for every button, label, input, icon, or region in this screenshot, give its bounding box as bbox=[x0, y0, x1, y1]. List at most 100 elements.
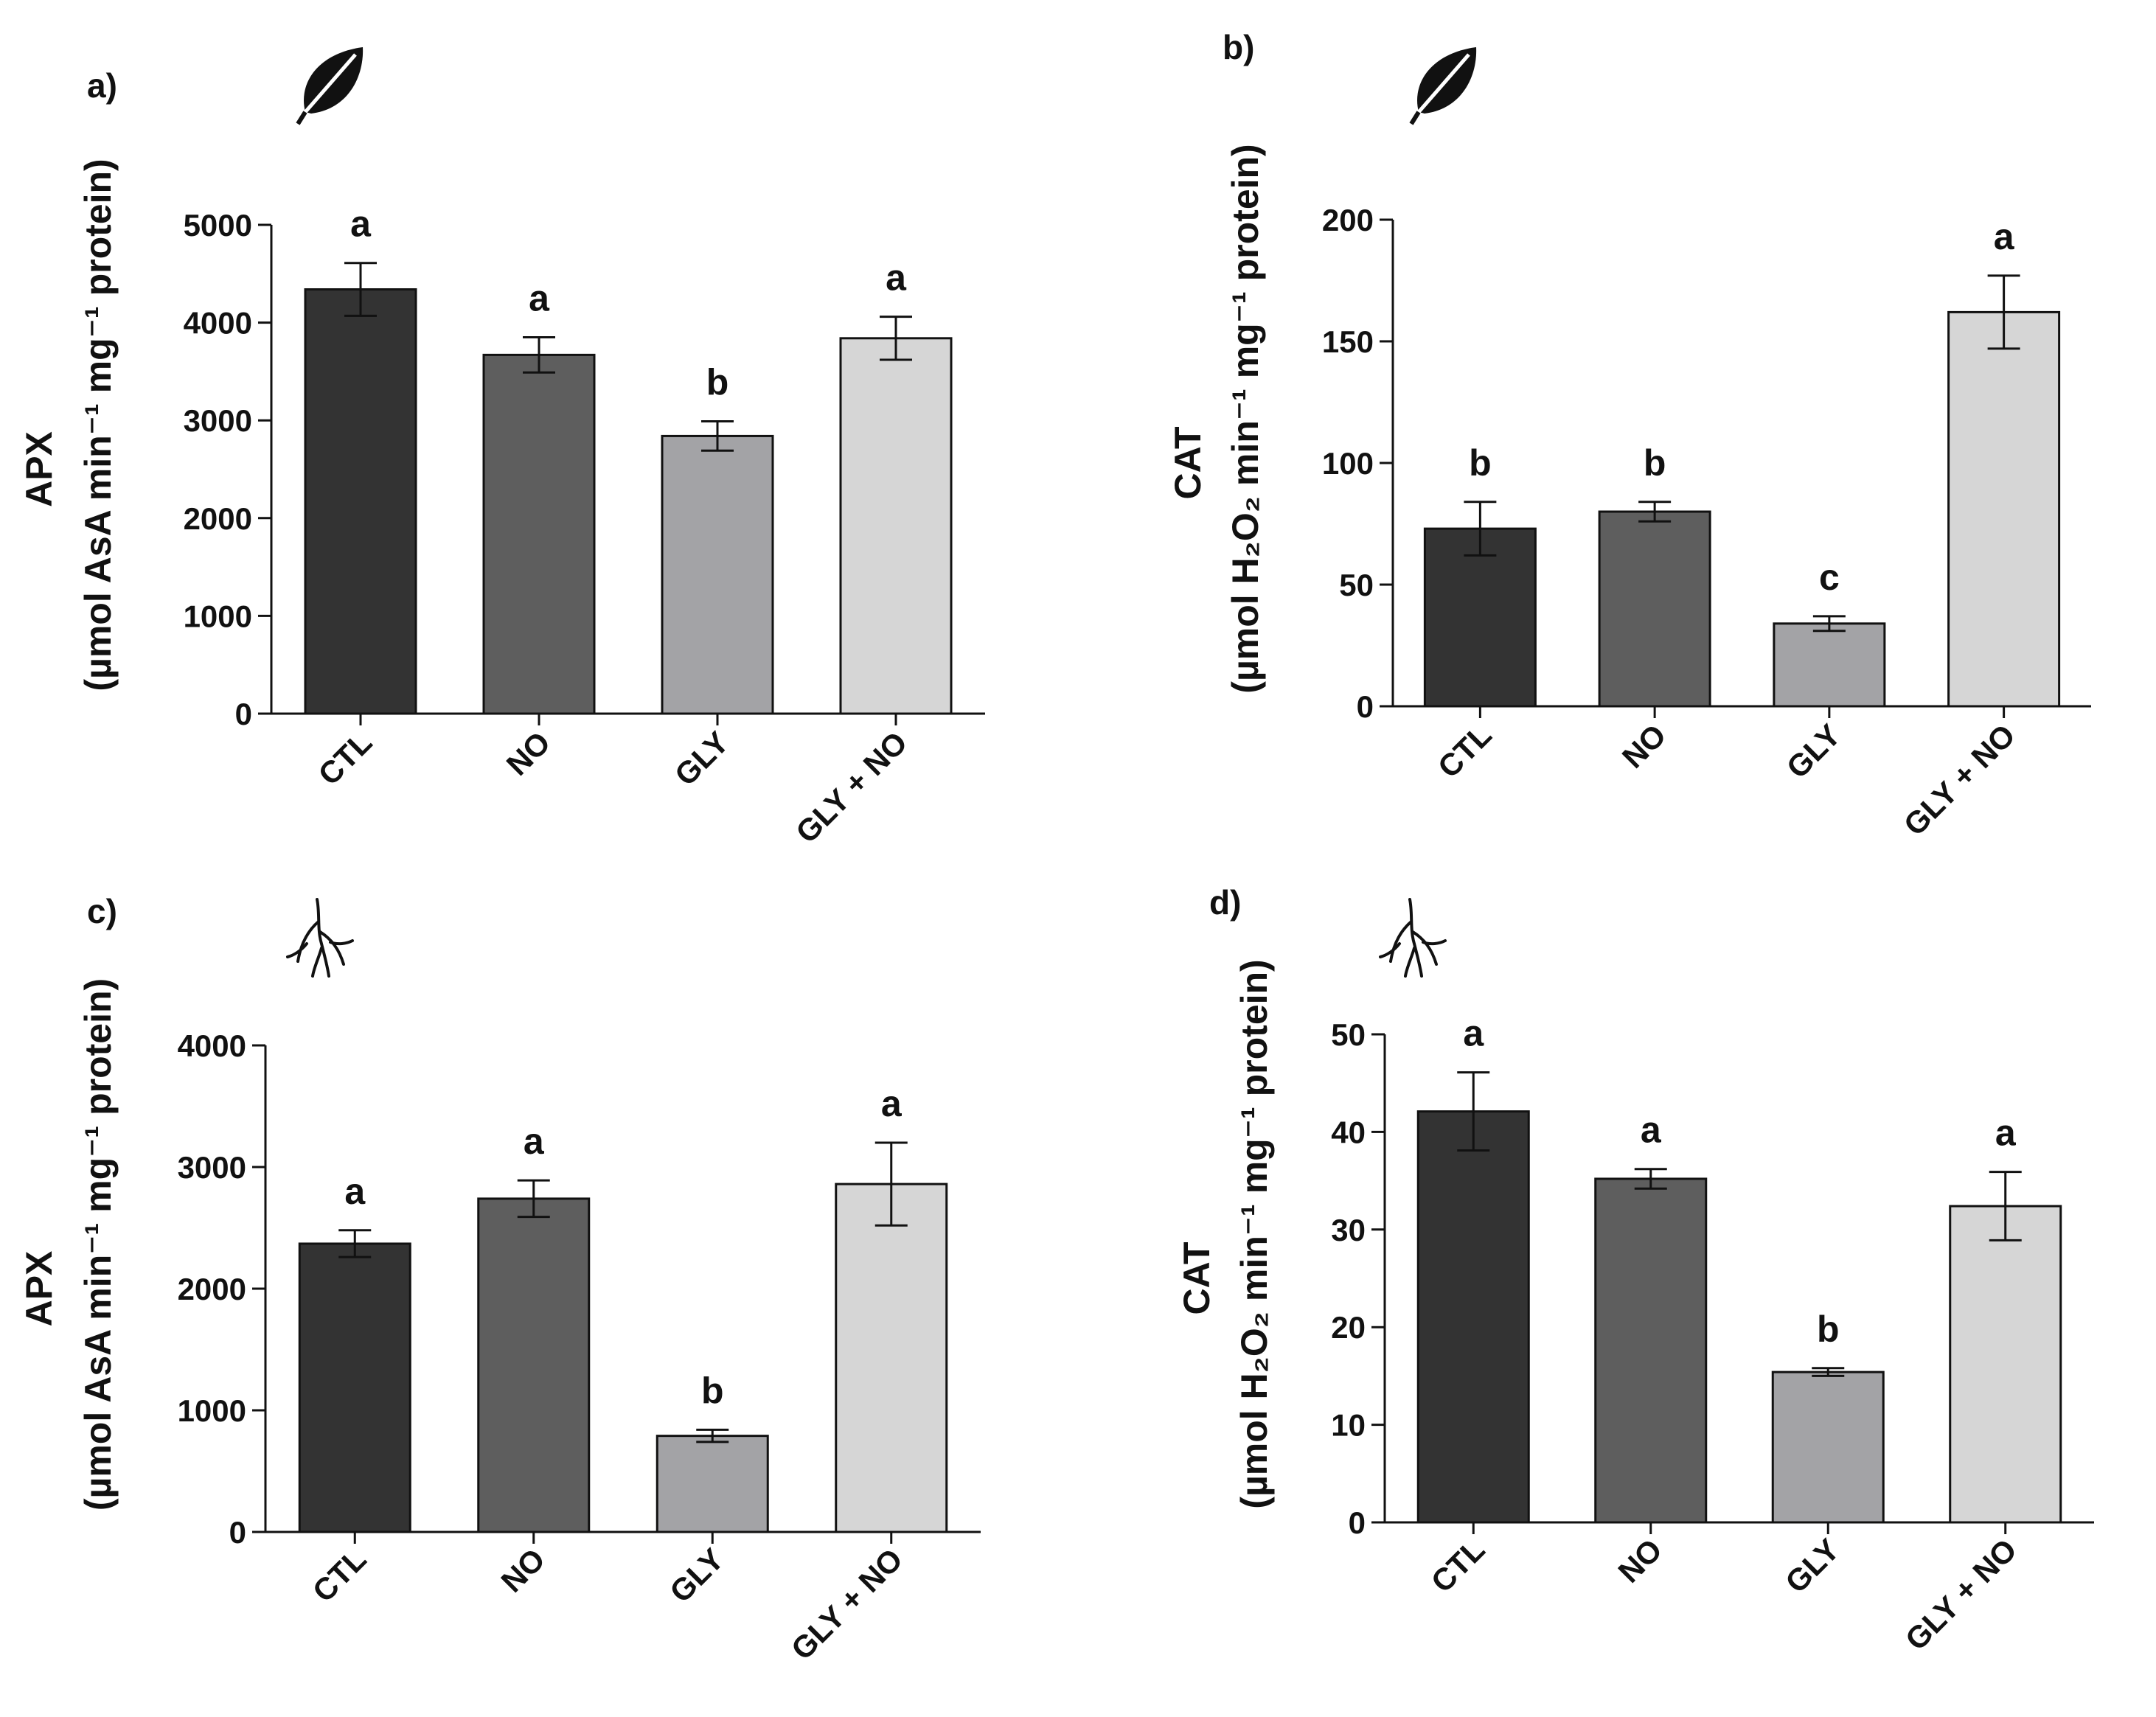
root-icon-strand-4 bbox=[329, 939, 354, 946]
y-tick-label: 3000 bbox=[184, 403, 252, 438]
root-icon bbox=[286, 898, 354, 978]
y-axis-unit: (µmol AsA min⁻¹ mg⁻¹ protein) bbox=[77, 978, 119, 1511]
y-tick-label: 3000 bbox=[178, 1150, 246, 1185]
panel-label: b) bbox=[1223, 28, 1254, 66]
root-icon-strand-1 bbox=[1389, 920, 1413, 963]
leaf-icon-vein bbox=[304, 53, 357, 114]
bar-no bbox=[482, 353, 596, 715]
leaf-icon bbox=[1409, 47, 1477, 125]
root-icon-strand-1 bbox=[296, 920, 320, 963]
panel-label: d) bbox=[1209, 883, 1241, 922]
bar-gly bbox=[656, 1435, 769, 1533]
y-tick-label: 40 bbox=[1331, 1115, 1366, 1149]
x-tick-label: CTL bbox=[1425, 1532, 1492, 1599]
bar-ctl bbox=[304, 288, 417, 715]
root-icon-strand-5 bbox=[1404, 947, 1416, 978]
significance-letter: a bbox=[344, 1171, 366, 1212]
x-tick-label: GLY + NO bbox=[785, 1542, 909, 1666]
significance-letter: a bbox=[524, 1121, 545, 1162]
significance-letter: b bbox=[1817, 1309, 1840, 1350]
root-icon-strand-5 bbox=[311, 947, 323, 978]
panel-label: c) bbox=[87, 892, 117, 930]
y-tick-label: 2000 bbox=[178, 1272, 246, 1306]
y-axis-title: CAT bbox=[1176, 1241, 1217, 1314]
x-tick-label: GLY + NO bbox=[1899, 1532, 2023, 1657]
bar-gly-no bbox=[1949, 1205, 2062, 1524]
x-tick-label: GLY bbox=[1780, 717, 1848, 785]
x-tick-label: GLY bbox=[1778, 1532, 1846, 1600]
bar-gly-no bbox=[1947, 310, 2061, 708]
y-tick-label: 0 bbox=[235, 697, 252, 731]
y-tick-label: 0 bbox=[229, 1515, 246, 1550]
y-tick-label: 4000 bbox=[178, 1028, 246, 1063]
y-axis-title: CAT bbox=[1167, 426, 1209, 499]
x-tick-label: GLY + NO bbox=[1897, 717, 2022, 842]
chart-panel-2: b) 0 50 100 150 200 CAT (µmol H₂O₂ min⁻¹ mg⁻¹ p… bbox=[1167, 28, 2091, 843]
y-tick-label: 150 bbox=[1322, 324, 1374, 359]
significance-letter: a bbox=[1641, 1110, 1662, 1151]
y-tick-label: 100 bbox=[1322, 446, 1374, 481]
bar-gly bbox=[661, 434, 774, 715]
y-tick-label: 20 bbox=[1331, 1310, 1366, 1345]
y-tick-label: 2000 bbox=[184, 501, 252, 536]
y-tick-label: 30 bbox=[1331, 1213, 1366, 1247]
y-axis-unit: (µmol AsA min⁻¹ mg⁻¹ protein) bbox=[77, 159, 119, 691]
root-icon-strand-2 bbox=[319, 930, 345, 966]
bar-ctl bbox=[298, 1242, 411, 1533]
significance-letter: b bbox=[701, 1370, 724, 1411]
root-icon bbox=[1379, 898, 1447, 978]
y-tick-label: 1000 bbox=[178, 1393, 246, 1428]
bar-no bbox=[1598, 510, 1711, 708]
significance-letter: a bbox=[529, 277, 550, 318]
y-tick-label: 4000 bbox=[184, 306, 252, 341]
significance-letter: a bbox=[1994, 216, 2015, 257]
x-tick-label: CTL bbox=[311, 725, 378, 792]
bar-gly-no bbox=[839, 337, 953, 715]
significance-letter: a bbox=[350, 203, 372, 245]
significance-letter: b bbox=[1469, 442, 1492, 484]
x-tick-label: GLY + NO bbox=[789, 725, 914, 849]
panel-label: a) bbox=[87, 66, 117, 105]
x-tick-label: GLY bbox=[668, 725, 736, 793]
bar-gly-no bbox=[835, 1183, 948, 1533]
leaf-icon-vein bbox=[1417, 53, 1470, 114]
root-icon-strand-2 bbox=[1411, 930, 1438, 966]
y-axis-unit: (µmol H₂O₂ min⁻¹ mg⁻¹ protein) bbox=[1234, 959, 1275, 1508]
x-tick-label: CTL bbox=[1431, 717, 1498, 784]
y-tick-label: 1000 bbox=[184, 599, 252, 633]
significance-letter: b bbox=[1644, 442, 1666, 484]
bar-gly bbox=[1771, 1371, 1885, 1524]
chart-panel-4: d) 0 10 20 30 40 50 CAT (µmol H₂O₂ min⁻¹ mg⁻¹ pr… bbox=[1176, 883, 2094, 1657]
chart-panel-3: c) 0 1000 2000 3000 4000 APX (µmol AsA min⁻¹ mg… bbox=[18, 892, 981, 1667]
y-tick-label: 200 bbox=[1322, 203, 1374, 237]
leaf-icon bbox=[296, 47, 364, 125]
root-icon-strand-3 bbox=[1379, 942, 1401, 958]
leaf-icon-stem bbox=[1409, 111, 1421, 125]
bar-no bbox=[1594, 1177, 1708, 1524]
y-tick-label: 50 bbox=[1331, 1017, 1366, 1052]
y-tick-label: 5000 bbox=[184, 208, 252, 243]
y-tick-label: 10 bbox=[1331, 1408, 1366, 1443]
y-axis-unit: (µmol H₂O₂ min⁻¹ mg⁻¹ protein) bbox=[1225, 144, 1266, 693]
significance-letter: a bbox=[881, 1083, 903, 1124]
bar-ctl bbox=[1416, 1110, 1530, 1524]
x-tick-label: NO bbox=[1611, 1532, 1669, 1589]
x-tick-label: NO bbox=[494, 1542, 552, 1599]
root-icon-strand-0 bbox=[1408, 898, 1423, 978]
y-tick-label: 50 bbox=[1339, 568, 1374, 602]
y-axis-title: APX bbox=[18, 1251, 60, 1327]
y-tick-label: 0 bbox=[1357, 689, 1374, 724]
bar-no bbox=[477, 1197, 591, 1533]
leaf-icon-stem bbox=[296, 111, 307, 125]
chart-panel-1: a) 0 1000 2000 3000 4000 5000 APX (µmol AsA min⁻… bbox=[18, 47, 985, 850]
significance-letter: a bbox=[1463, 1013, 1484, 1054]
x-tick-label: CTL bbox=[306, 1542, 373, 1609]
x-tick-label: NO bbox=[500, 725, 557, 782]
significance-letter: a bbox=[1995, 1112, 2017, 1154]
x-tick-label: GLY bbox=[663, 1542, 731, 1609]
root-icon-strand-0 bbox=[316, 898, 330, 978]
significance-letter: a bbox=[886, 257, 907, 299]
x-tick-label: NO bbox=[1616, 717, 1673, 775]
